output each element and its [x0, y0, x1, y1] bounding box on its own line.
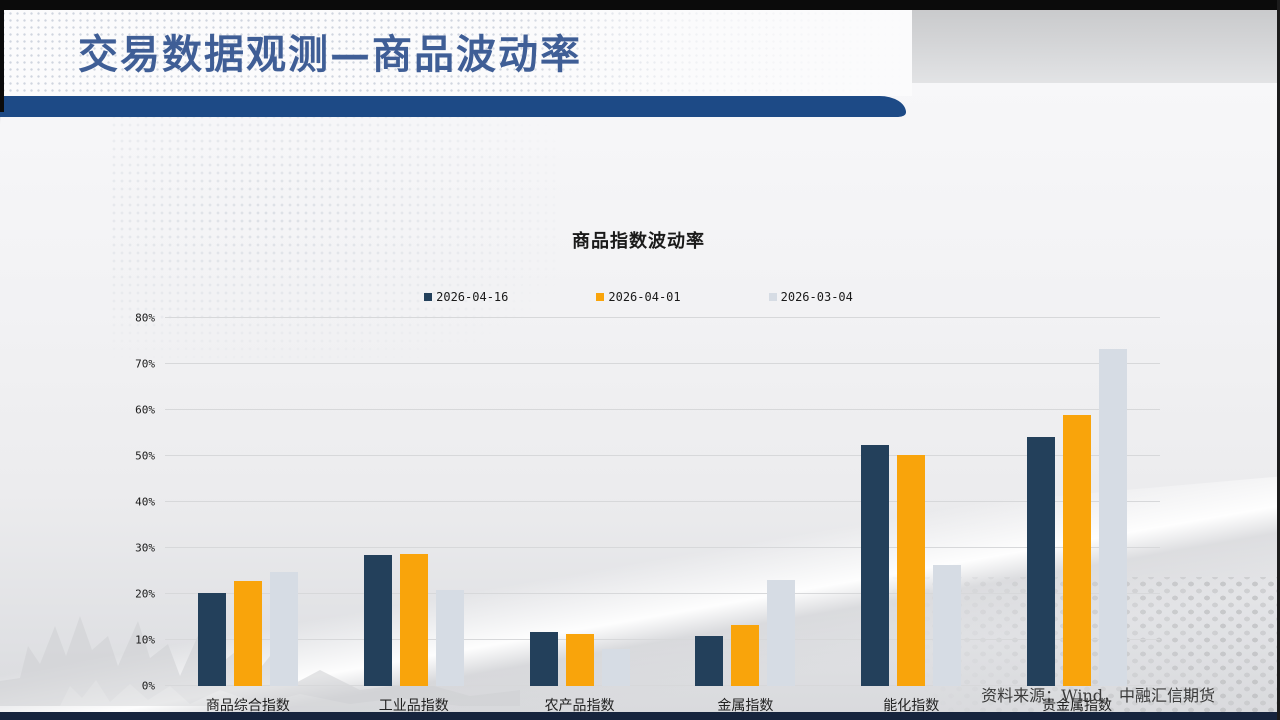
bar-2026-03-04 — [435, 590, 464, 686]
bar-group: 农产品指数 — [497, 318, 663, 713]
gridline — [165, 363, 1160, 364]
slide-header: 交易数据观测—商品波动率 — [0, 10, 912, 96]
bar-2026-04-16 — [695, 636, 724, 686]
bar-2026-04-01 — [1063, 414, 1092, 686]
page-title: 交易数据观测—商品波动率 — [78, 31, 582, 78]
bar-group: 贵金属指数 — [994, 318, 1160, 713]
y-axis-tick-label: 40% — [135, 495, 155, 509]
bar-group: 商品综合指数 — [165, 318, 331, 713]
bar-2026-04-16 — [529, 632, 558, 686]
bar-2026-03-04 — [1099, 349, 1128, 686]
bar-2026-04-16 — [1027, 436, 1056, 686]
y-axis-tick-label: 20% — [135, 587, 155, 601]
bar-2026-04-01 — [731, 625, 760, 686]
chart-title: 商品指数波动率 — [572, 231, 705, 252]
legend-swatch — [424, 293, 433, 301]
bar-2026-03-04 — [269, 571, 298, 686]
slide-content: 商品指数波动率 2026-04-16 2026-04-01 2026-03-04 商… — [0, 83, 1280, 720]
bar-2026-03-04 — [601, 649, 630, 686]
plot-area: 商品综合指数 工业品指数 农产品指数 金属指数 能化指数 贵金属指数 0% 10% 20% 30… — [135, 312, 1160, 713]
y-axis-tick-label: 60% — [135, 403, 155, 417]
legend-item: 2026-04-01 — [596, 290, 681, 304]
bar-2026-03-04 — [933, 565, 962, 686]
bar-2026-03-04 — [767, 580, 796, 686]
gridline — [165, 409, 1160, 410]
legend-item: 2026-04-16 — [424, 290, 508, 304]
legend-item: 2026-03-04 — [768, 290, 853, 304]
source-note: 资料来源：Wind，中融汇信期货 — [981, 686, 1215, 705]
legend-swatch — [768, 293, 777, 301]
y-axis-tick-label: 30% — [135, 541, 155, 555]
bar-2026-04-16 — [363, 554, 392, 686]
gridline — [165, 455, 1160, 456]
chart-legend: 2026-04-16 2026-04-01 2026-03-04 — [0, 290, 1277, 304]
bar-2026-04-01 — [399, 554, 428, 686]
y-axis-tick-label: 50% — [135, 449, 155, 463]
y-axis-tick-label: 0% — [141, 679, 155, 693]
bar-2026-04-16 — [861, 444, 890, 686]
left-edge-strip — [0, 0, 4, 112]
bar-2026-04-01 — [233, 581, 262, 686]
header-divider-bar — [0, 96, 906, 117]
y-axis-tick-label: 80% — [135, 311, 155, 325]
bar-group: 工业品指数 — [331, 318, 497, 713]
legend-label: 2026-04-01 — [608, 290, 681, 304]
y-axis-tick-label: 70% — [135, 357, 155, 371]
bar-group: 金属指数 — [662, 318, 828, 713]
top-bar — [0, 0, 1280, 10]
right-edge-strip — [1277, 0, 1280, 720]
legend-label: 2026-03-04 — [780, 290, 853, 304]
bar-2026-04-01 — [565, 634, 594, 686]
bottom-bar — [0, 712, 1280, 720]
bar-groups: 商品综合指数 工业品指数 农产品指数 金属指数 能化指数 贵金属指数 — [165, 318, 1160, 713]
header-dots-pattern — [0, 10, 912, 96]
legend-swatch — [596, 293, 605, 301]
y-axis-tick-label: 10% — [135, 633, 155, 647]
bar-2026-04-16 — [197, 592, 226, 686]
gridline — [165, 317, 1160, 318]
legend-label: 2026-04-16 — [436, 290, 509, 304]
bar-group: 能化指数 — [828, 318, 994, 713]
bar-2026-04-01 — [897, 454, 926, 686]
